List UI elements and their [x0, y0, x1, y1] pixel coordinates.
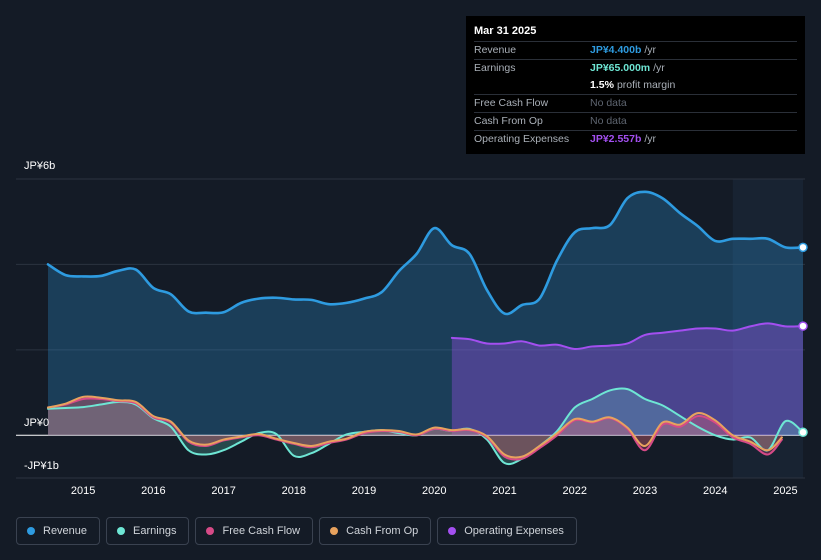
tooltip-row: Revenue JP¥4.400b/yr — [474, 42, 797, 60]
tooltip-row: Cash From Op No data — [474, 113, 797, 131]
data-tooltip: Mar 31 2025 Revenue JP¥4.400b/yr Earnings J… — [466, 16, 805, 154]
tooltip-row: Free Cash Flow No data — [474, 95, 797, 113]
legend-dot-icon — [27, 527, 35, 535]
legend-item-earnings[interactable]: Earnings — [106, 517, 190, 545]
tooltip-row-value: 1.5% — [590, 79, 614, 91]
y-tick-label-zero: JP¥0 — [24, 417, 50, 429]
x-tick-label: 2020 — [422, 485, 447, 497]
cash-from-op-line — [47, 395, 783, 459]
x-tick-label: 2017 — [211, 485, 236, 497]
tooltip-row: Earnings JP¥65.000m/yr — [474, 60, 797, 77]
x-tick-label: 2025 — [773, 485, 798, 497]
x-tick-label: 2016 — [141, 485, 166, 497]
earnings-endpoint-marker — [798, 427, 808, 438]
legend-dot-icon — [448, 527, 457, 535]
legend-label: Revenue — [43, 525, 88, 537]
x-tick-label: 2019 — [351, 485, 377, 497]
legend-dot-icon — [206, 527, 215, 535]
y-tick-label-top: JP¥6b — [24, 160, 56, 172]
tooltip-row-value: JP¥2.557b — [590, 133, 642, 145]
y-tick-label-bottom: -JP¥1b — [24, 460, 59, 472]
revenue-endpoint-marker — [798, 242, 808, 253]
tooltip-row-label: Revenue — [474, 44, 517, 56]
tooltip-row-label — [474, 77, 590, 94]
x-tick-label: 2023 — [632, 485, 658, 497]
legend-label: Earnings — [133, 525, 177, 537]
tooltip-date: Mar 31 2025 — [474, 24, 797, 42]
x-tick-label: 2024 — [702, 485, 728, 497]
tooltip-row: Operating Expenses JP¥2.557b/yr — [474, 131, 797, 148]
tooltip-row-value: JP¥65.000m — [590, 62, 651, 74]
tooltip-row-unit: /yr — [653, 62, 665, 74]
operating-expenses-area — [451, 323, 803, 436]
legend-dot-icon — [117, 527, 126, 535]
free-cash-flow-area — [48, 398, 782, 460]
tooltip-row-value: JP¥4.400b — [590, 44, 642, 56]
legend-label: Free Cash Flow — [222, 525, 301, 537]
x-tick-label: 2021 — [492, 485, 517, 497]
x-tick-label: 2022 — [562, 485, 587, 497]
operating-expenses-endpoint-marker — [798, 321, 808, 331]
earnings-area — [48, 388, 803, 465]
tooltip-row-label: Operating Expenses — [474, 133, 570, 145]
tooltip-row-label: Earnings — [474, 62, 516, 74]
tooltip-row-unit: /yr — [644, 44, 657, 56]
revenue-area — [48, 191, 803, 436]
legend-item-cash-from-op[interactable]: Cash From Op — [319, 517, 432, 545]
legend-dot-icon — [330, 527, 339, 535]
operating-expenses-line — [450, 322, 804, 351]
revenue-line — [46, 190, 805, 316]
chart-legend: Revenue Earnings Free Cash Flow Cash From O… — [16, 517, 583, 545]
tooltip-row-label: Cash From Op — [474, 115, 543, 127]
legend-item-revenue[interactable]: Revenue — [16, 517, 101, 545]
legend-label: Operating Expenses — [464, 525, 564, 537]
tooltip-row-unit: /yr — [644, 133, 657, 145]
legend-item-operating-expenses[interactable]: Operating Expenses — [437, 517, 577, 545]
x-tick-label: 2015 — [70, 485, 96, 497]
legend-label: Cash From Op — [346, 525, 419, 537]
x-tick-label: 2018 — [281, 485, 307, 497]
legend-item-free-cash-flow[interactable]: Free Cash Flow — [195, 517, 314, 545]
tooltip-row-label: Free Cash Flow — [474, 97, 549, 109]
tooltip-row-value: No data — [590, 97, 627, 109]
tooltip-row-unit: profit margin — [616, 79, 676, 91]
tooltip-row-value: No data — [590, 115, 627, 127]
tooltip-row: 1.5% profit margin — [474, 77, 797, 95]
